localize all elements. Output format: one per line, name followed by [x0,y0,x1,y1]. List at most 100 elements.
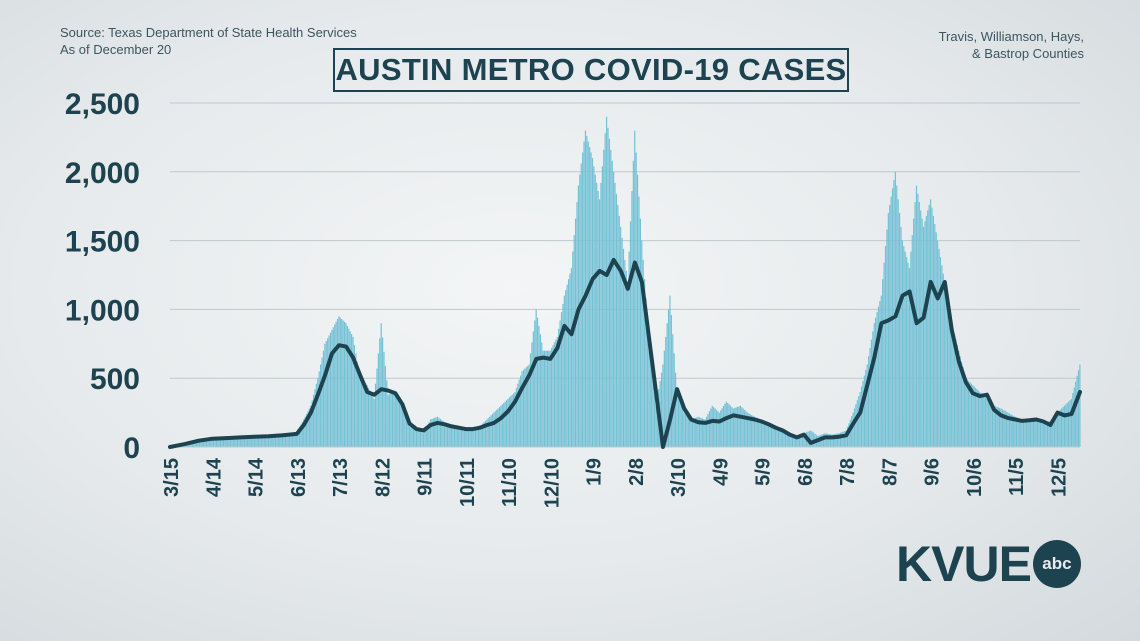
daily-case-bar [867,356,870,447]
daily-case-bar [1070,398,1073,447]
daily-case-bar [910,251,912,447]
daily-case-bar [351,334,353,447]
daily-case-bar [1013,415,1015,447]
daily-case-bar [666,323,668,447]
daily-case-bar [362,380,364,447]
daily-case-bar [1034,419,1036,447]
daily-case-bar [880,295,882,447]
daily-case-bar [262,435,264,447]
daily-case-bar [503,402,505,447]
daily-case-bar [451,424,453,447]
daily-case-bar [852,412,854,447]
daily-case-bar [535,309,537,447]
daily-case-bar [204,438,206,447]
daily-case-bar [1076,375,1078,447]
daily-case-bar [1020,418,1022,447]
daily-case-bar [383,351,385,447]
daily-case-bar [682,408,684,447]
daily-case-bar [635,152,637,447]
daily-case-bar [198,438,201,447]
daily-case-bar [920,210,922,447]
daily-case-bar [246,436,248,447]
daily-case-bar [232,437,234,447]
daily-case-bar [412,428,415,447]
daily-case-bar [266,435,268,447]
daily-case-bar [610,149,612,447]
daily-case-bar [649,350,651,447]
daily-case-bar [369,390,371,447]
daily-case-bar [1027,420,1029,447]
daily-case-bar [441,420,443,447]
daily-case-bar [348,328,350,447]
daily-case-bar [924,221,926,447]
daily-case-bar [222,436,225,447]
daily-case-bar [205,437,208,447]
daily-case-bar [835,433,837,447]
daily-case-bar [513,393,515,447]
daily-case-bar [542,350,544,447]
daily-case-bar [914,202,916,447]
daily-case-bar [218,437,220,447]
source-note: Source: Texas Department of State Health… [60,24,357,58]
daily-case-bar [842,431,844,447]
daily-case-bar [529,353,532,447]
daily-case-bar [911,235,913,447]
daily-case-bar [928,204,930,447]
daily-case-bar [645,298,647,447]
daily-case-bar [844,431,846,447]
daily-case-bar [986,398,988,447]
daily-case-bar [801,433,803,447]
daily-case-bar [627,281,629,447]
daily-case-bar [397,397,399,447]
y-tick-label: 0 [123,432,140,465]
daily-case-bar [862,380,864,447]
daily-case-bar [532,331,534,447]
daily-case-bar [353,345,356,447]
daily-case-bar [534,320,536,447]
daily-case-bar [228,436,230,447]
daily-case-bar [639,218,641,447]
daily-case-bar [715,409,718,447]
daily-case-bar [1048,421,1050,447]
daily-case-bar [424,430,426,447]
daily-case-bar [825,433,827,447]
daily-case-bar [1010,414,1012,447]
daily-case-bar [794,435,796,447]
daily-case-bar [552,345,554,447]
daily-case-bar [1038,420,1040,447]
daily-case-bar [391,393,394,447]
daily-case-bar [546,350,549,447]
daily-case-bar [784,431,787,447]
daily-case-bar [717,411,719,447]
daily-case-bar [373,398,375,447]
daily-case-bar [614,182,616,448]
daily-case-bar [442,421,444,447]
daily-case-bar [544,350,546,447]
daily-case-bar [504,401,506,447]
daily-case-bar [994,406,996,447]
daily-case-bar [283,434,285,447]
daily-case-bar [975,387,977,447]
daily-case-bar [800,434,802,447]
daily-case-bar [829,434,832,447]
daily-case-bar [559,320,561,447]
seven-day-average-line [168,257,1082,449]
daily-case-bar [522,369,525,447]
daily-case-bar [1073,387,1075,447]
daily-case-bar [1029,420,1032,447]
x-tick-label: 12/10 [541,458,563,508]
daily-case-bar [865,369,867,447]
daily-case-bar [663,350,665,447]
daily-case-bar [694,417,696,447]
daily-case-bar [548,350,550,447]
daily-case-bar [1037,420,1039,447]
daily-case-bar [841,432,843,447]
daily-case-bar [290,432,292,447]
daily-case-bar [938,248,940,447]
daily-case-bar [745,411,747,447]
daily-case-bar [631,191,633,447]
daily-case-bar [380,323,382,447]
daily-case-bar [573,235,575,447]
daily-case-bar [245,436,247,447]
daily-case-bar [1039,421,1042,447]
